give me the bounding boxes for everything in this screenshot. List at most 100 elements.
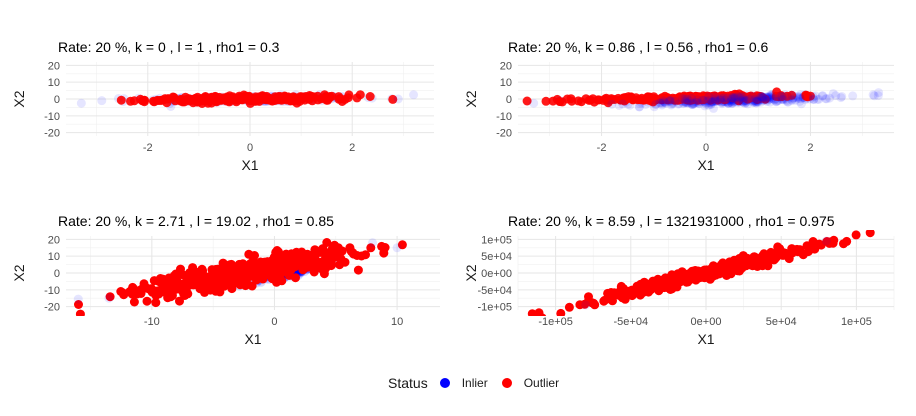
data-point bbox=[707, 98, 717, 107]
panel-title: Rate: 20 %, k = 0 , l = 1 , rho1 = 0.3 bbox=[58, 39, 280, 55]
data-point bbox=[690, 270, 700, 280]
data-point bbox=[148, 96, 158, 106]
data-point bbox=[309, 92, 319, 102]
data-point bbox=[318, 261, 328, 271]
data-point bbox=[766, 90, 776, 100]
y-axis-title: X2 bbox=[463, 90, 479, 107]
data-point bbox=[771, 94, 780, 104]
data-point bbox=[657, 98, 667, 108]
data-point bbox=[310, 258, 320, 267]
data-point bbox=[710, 96, 720, 106]
data-point bbox=[104, 293, 114, 303]
y-tick-label: 10 bbox=[48, 251, 60, 263]
data-point bbox=[734, 254, 744, 263]
data-point bbox=[567, 96, 577, 106]
data-point bbox=[153, 286, 163, 296]
data-point bbox=[814, 94, 824, 104]
data-point bbox=[730, 92, 740, 102]
data-point bbox=[748, 91, 758, 101]
data-point bbox=[753, 96, 763, 106]
data-point bbox=[720, 95, 730, 105]
y-tick-label: 10 bbox=[48, 77, 60, 89]
data-point bbox=[129, 284, 139, 294]
data-point bbox=[678, 94, 687, 103]
data-point bbox=[537, 313, 547, 316]
data-point bbox=[97, 96, 107, 106]
data-point bbox=[365, 92, 375, 101]
data-point bbox=[813, 95, 822, 104]
data-point bbox=[343, 93, 353, 103]
data-point bbox=[658, 278, 667, 288]
data-point bbox=[289, 259, 299, 269]
data-point bbox=[665, 96, 674, 105]
data-point bbox=[274, 247, 283, 257]
data-point bbox=[772, 87, 782, 97]
data-point bbox=[777, 92, 787, 101]
data-point bbox=[759, 95, 768, 105]
data-point bbox=[762, 94, 771, 104]
data-point bbox=[836, 93, 846, 103]
data-point bbox=[116, 95, 126, 105]
x-tick-label: -2 bbox=[143, 142, 153, 154]
panel-title: Rate: 20 %, k = 8.59 , l = 1321931000 , … bbox=[508, 213, 835, 229]
data-point bbox=[163, 94, 173, 104]
chart-panel-3: -10 0 10 -20 -10 0 10 20 X1 X2 Rate: 20 %, k = 2.7… bbox=[11, 213, 440, 347]
data-point bbox=[821, 236, 831, 246]
x-tick-label: 0e+00 bbox=[691, 316, 722, 328]
data-point bbox=[210, 272, 220, 281]
data-point bbox=[266, 270, 275, 280]
data-point bbox=[822, 237, 832, 246]
data-point bbox=[735, 93, 745, 103]
data-point bbox=[392, 243, 402, 253]
data-point bbox=[759, 95, 769, 105]
data-point bbox=[750, 94, 760, 104]
data-point bbox=[275, 92, 285, 101]
data-point bbox=[818, 91, 828, 101]
data-point bbox=[680, 94, 690, 104]
data-point bbox=[188, 280, 198, 290]
data-point bbox=[299, 261, 309, 271]
data-point bbox=[683, 98, 693, 108]
legend-title: Status bbox=[388, 375, 428, 391]
data-point bbox=[222, 93, 232, 103]
data-point bbox=[809, 94, 819, 104]
points bbox=[527, 230, 875, 316]
data-point bbox=[804, 241, 814, 251]
data-point bbox=[171, 271, 181, 281]
data-point bbox=[709, 103, 718, 113]
data-point bbox=[670, 94, 680, 104]
data-point bbox=[739, 95, 748, 104]
data-point bbox=[247, 281, 257, 291]
data-point bbox=[716, 93, 726, 103]
data-point bbox=[39, 96, 48, 105]
data-point bbox=[635, 102, 644, 112]
data-point bbox=[765, 92, 775, 102]
y-tick-label: 0e+00 bbox=[481, 268, 512, 280]
data-point bbox=[73, 294, 83, 304]
data-point bbox=[219, 270, 229, 280]
y-tick-label: 1e+05 bbox=[481, 234, 512, 246]
data-point bbox=[522, 96, 532, 106]
panel-title: Rate: 20 %, k = 2.71 , l = 19.02 , rho1 … bbox=[58, 213, 334, 229]
data-point bbox=[288, 93, 298, 103]
data-point bbox=[702, 96, 712, 106]
data-point bbox=[694, 93, 704, 103]
data-point bbox=[828, 89, 838, 99]
data-point bbox=[687, 93, 697, 103]
data-point bbox=[687, 98, 697, 108]
data-point bbox=[787, 96, 797, 105]
data-point bbox=[764, 93, 774, 103]
y-tick-label: 20 bbox=[48, 234, 60, 246]
data-point bbox=[409, 90, 419, 100]
data-point bbox=[751, 96, 761, 106]
data-point bbox=[246, 259, 255, 268]
data-point bbox=[753, 97, 763, 107]
data-point bbox=[821, 94, 831, 104]
x-axis-title: X1 bbox=[244, 331, 261, 347]
data-point bbox=[704, 96, 714, 105]
data-point bbox=[825, 93, 835, 103]
data-point bbox=[777, 249, 787, 259]
data-point bbox=[670, 96, 680, 106]
data-point bbox=[598, 95, 608, 105]
data-point bbox=[299, 253, 309, 263]
